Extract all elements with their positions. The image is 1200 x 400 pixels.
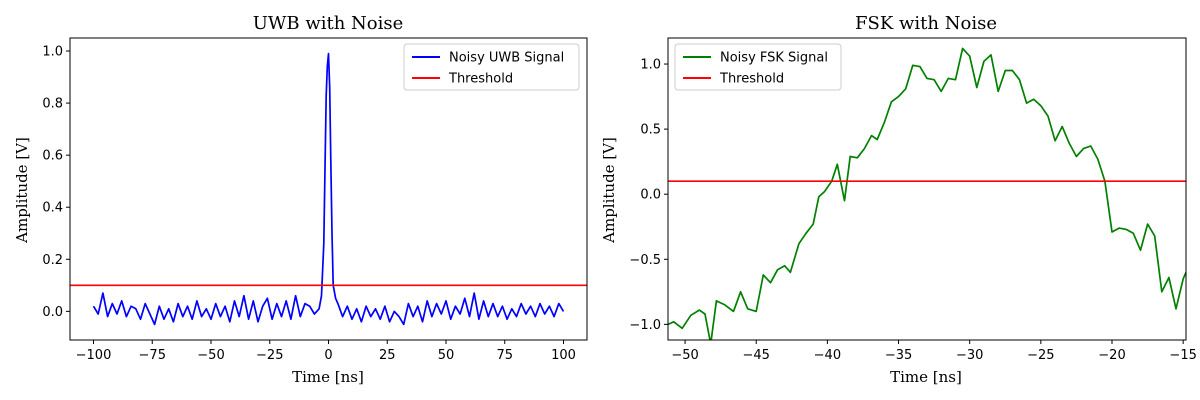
- fsk-x-axis-label: Time [ns]: [890, 368, 962, 386]
- fsk-x-tick-label: −35: [885, 348, 912, 363]
- fsk-legend: Noisy FSK Signal Threshold: [674, 43, 842, 91]
- uwb-x-tick-label: 75: [496, 348, 513, 363]
- fsk-series-signal-line: [668, 47, 1186, 340]
- fsk-x-tick-label: −30: [956, 348, 983, 363]
- uwb-y-tick-label: 1.0: [42, 45, 63, 60]
- uwb-x-axis-label: Time [ns]: [292, 368, 364, 386]
- fsk-x-tick-label: −20: [1098, 348, 1125, 363]
- uwb-x-tick-label: 25: [379, 348, 396, 363]
- uwb-x-tick-label: 50: [438, 348, 455, 363]
- uwb-plot-frame: [69, 37, 588, 341]
- uwb-y-tick-label: 0.2: [42, 253, 63, 268]
- fsk-y-tick-label: −1.0: [629, 318, 661, 333]
- uwb-y-tick-label: 0.4: [42, 201, 63, 216]
- fsk-y-axis-label: Amplitude [V]: [600, 137, 618, 244]
- fsk-y-tick-label: 1.0: [640, 58, 661, 73]
- fsk-legend-box: [674, 43, 842, 91]
- fsk-y-tick-label: 0.0: [640, 188, 661, 203]
- uwb-x-tick-label: −75: [139, 348, 166, 363]
- fsk-chart: FSK with Noise Time [ns] Amplitude [V] −…: [600, 13, 1197, 386]
- uwb-y-tick-label: 0.0: [42, 305, 63, 320]
- uwb-series-signal-line: [92, 52, 565, 326]
- uwb-legend: Noisy UWB Signal Threshold: [403, 43, 580, 91]
- uwb-y-tick-label: 0.6: [42, 149, 63, 164]
- fsk-x-tick-label: −40: [814, 348, 841, 363]
- fsk-chart-title: FSK with Noise: [855, 13, 997, 34]
- fsk-legend-label-threshold: Threshold: [719, 72, 784, 87]
- fsk-y-tick-label: −0.5: [629, 253, 661, 268]
- fsk-x-tick-label: −45: [743, 348, 770, 363]
- fsk-x-tick-label: −15: [1169, 348, 1196, 363]
- fsk-x-tick-label: −50: [671, 348, 698, 363]
- uwb-y-tick-label: 0.8: [42, 97, 63, 112]
- uwb-tick-layer: −100 −75 −50 −25 0 25 50 75 100 0.0 0.2 0.4 0.6 0.8 1.…: [42, 45, 576, 363]
- uwb-x-tick-label: −100: [76, 348, 112, 363]
- uwb-x-tick-label: −50: [197, 348, 224, 363]
- uwb-chart-title: UWB with Noise: [253, 13, 404, 34]
- uwb-legend-box: [403, 43, 580, 91]
- fsk-series-layer: [668, 47, 1186, 340]
- fsk-tick-layer: −50 −45 −40 −35 −30 −25 −20 −15 −1.0 −0.5 0.0 0.5 1.…: [629, 58, 1196, 363]
- uwb-x-tick-label: 0: [324, 348, 332, 363]
- uwb-series-layer: [70, 52, 587, 326]
- uwb-x-tick-label: 100: [551, 348, 576, 363]
- fsk-x-tick-label: −25: [1027, 348, 1054, 363]
- uwb-y-axis-label: Amplitude [V]: [13, 137, 31, 244]
- uwb-legend-label-threshold: Threshold: [448, 72, 513, 87]
- uwb-legend-label-signal: Noisy UWB Signal: [449, 51, 564, 66]
- uwb-chart: UWB with Noise Time [ns] Amplitude [V] −…: [13, 13, 588, 386]
- fsk-legend-label-signal: Noisy FSK Signal: [720, 51, 828, 66]
- fsk-plot-frame: [667, 37, 1187, 341]
- fsk-y-tick-label: 0.5: [640, 123, 661, 138]
- uwb-x-tick-label: −25: [256, 348, 283, 363]
